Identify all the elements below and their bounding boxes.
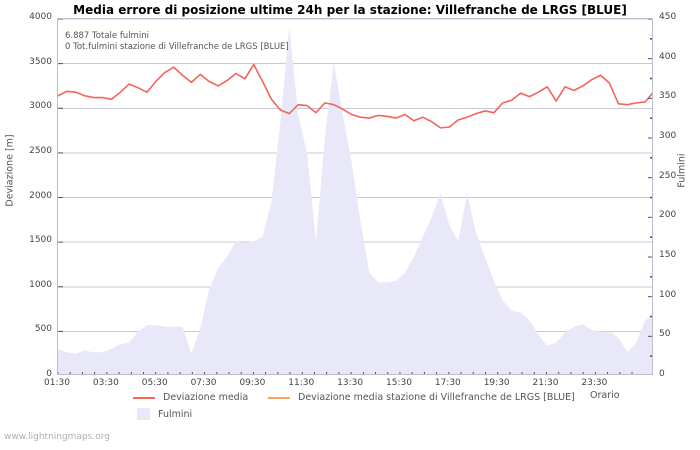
y-axis-right-tick-label: 300: [659, 131, 677, 141]
y-axis-left-tick-label: 1500: [29, 235, 52, 246]
y-axis-left-tick-label: 2500: [29, 145, 52, 156]
chart-legend: Deviazione media Deviazione media stazio…: [0, 392, 700, 426]
y-axis-right-tick-label: 400: [659, 51, 677, 62]
plot-svg: [58, 19, 652, 374]
x-axis-tick-label: 11:30: [288, 378, 315, 388]
legend-swatch-line-icon: [268, 396, 290, 399]
y-axis-right-tick-label: 150: [659, 250, 677, 260]
plot-area: [57, 18, 653, 375]
legend-label: Deviazione media: [163, 392, 249, 403]
legend-item-deviazione-media: Deviazione media: [133, 392, 248, 403]
x-axis-tick-label: 15:30: [385, 378, 412, 388]
x-axis-tick-label: 01:30: [44, 378, 70, 388]
y-axis-right-tick-label: 200: [659, 210, 677, 221]
annotation-total-strokes: 6.887 Totale fulmini: [65, 31, 149, 41]
y-axis-left-tick-label: 500: [34, 324, 52, 335]
y-axis-left-tick-label: 0: [46, 369, 52, 379]
legend-label: Fulmini: [158, 408, 193, 420]
y-axis-right-tick-label: 350: [659, 91, 677, 102]
x-axis-tick-label: 19:30: [483, 378, 510, 388]
y-axis-right-tick-label: 450: [659, 12, 677, 22]
chart-title: Media errore di posizione ultime 24h per…: [73, 3, 627, 17]
x-axis-tick-label: 05:30: [141, 378, 168, 388]
x-axis-tick-label: 07:30: [190, 378, 217, 388]
y-axis-left-tick-label: 3000: [29, 101, 52, 112]
legend-swatch-area-icon: [137, 408, 150, 420]
y-axis-right-tick-label: 0: [659, 369, 665, 379]
x-axis-tick-label: 23:30: [581, 378, 608, 388]
legend-item-deviazione-stazione: Deviazione media stazione di Villefranch…: [268, 392, 575, 403]
y-axis-left-tick-label: 1000: [29, 279, 52, 290]
annotation-station-strokes: 0 Tot.fulmini stazione di Villefranche d…: [65, 42, 289, 52]
x-axis-tick-label: 17:30: [434, 378, 461, 388]
x-axis-tick-label: 03:30: [92, 378, 119, 388]
y-axis-right-tick-label: 50: [659, 329, 671, 340]
y-axis-left-tick-label: 3500: [29, 56, 52, 67]
y-axis-right-tick-label: 100: [659, 289, 677, 300]
legend-label: Deviazione media stazione di Villefranch…: [298, 392, 575, 403]
y-axis-left-tick-label: 4000: [29, 12, 52, 22]
y-axis-right-tick-label: 250: [659, 170, 677, 181]
x-axis-tick-label: 13:30: [337, 378, 364, 388]
x-axis-tick-label: 21:30: [532, 378, 559, 388]
x-axis-label: Orario: [590, 390, 620, 401]
legend-item-fulmini: Fulmini: [133, 408, 192, 420]
y-axis-left-tick-label: 2000: [29, 190, 52, 201]
y-axis-left-label: Deviazione [m]: [4, 134, 16, 207]
legend-swatch-line-icon: [133, 396, 155, 399]
watermark: www.lightningmaps.org: [4, 432, 110, 442]
x-axis-tick-label: 09:30: [239, 378, 266, 388]
